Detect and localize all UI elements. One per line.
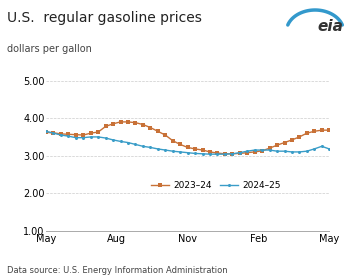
2024–25 [252,148,257,152]
2023–24 [185,146,190,149]
Text: eia: eia [318,19,343,34]
2023–24 [126,120,130,123]
2024–25 [275,150,279,153]
2024–25 [44,130,48,133]
2023–24 [193,147,197,151]
2024–25 [126,141,130,144]
2023–24 [103,125,108,128]
Text: U.S.  regular gasoline prices: U.S. regular gasoline prices [7,11,202,25]
2024–25 [171,150,175,153]
2024–25 [81,136,85,139]
2024–25 [327,147,331,151]
Legend: 2023–24, 2024–25: 2023–24, 2024–25 [149,179,283,193]
2023–24 [297,135,302,138]
2023–24 [171,139,175,142]
2024–25 [133,143,138,146]
2023–24 [215,152,219,155]
2024–25 [51,131,56,135]
2023–24 [163,133,167,137]
2023–24 [223,152,227,155]
2023–24 [148,126,153,129]
2023–24 [320,128,324,132]
2024–25 [74,136,78,139]
2023–24 [133,121,138,124]
2023–24 [252,150,257,153]
2024–25 [245,150,249,153]
2023–24 [275,143,279,147]
2023–24 [44,131,48,134]
2024–25 [223,153,227,156]
2024–25 [185,151,190,154]
2024–25 [268,148,272,152]
2023–24 [88,131,93,135]
2023–24 [156,130,160,133]
2023–24 [111,122,115,125]
2023–24 [200,148,205,152]
2024–25 [305,150,309,153]
2024–25 [238,151,242,154]
2024–25 [320,145,324,148]
2024–25 [66,135,70,138]
2024–25 [96,135,100,138]
2023–24 [305,131,309,135]
2023–24 [141,123,145,126]
2023–24 [268,147,272,150]
2024–25 [312,147,316,151]
2024–25 [215,153,219,156]
2024–25 [290,150,294,153]
2024–25 [156,147,160,151]
Line: 2023–24: 2023–24 [45,120,331,155]
2023–24 [59,132,63,136]
2023–24 [260,149,264,152]
2024–25 [200,152,205,155]
2024–25 [260,148,264,152]
2023–24 [74,133,78,136]
2024–25 [59,133,63,137]
2024–25 [111,138,115,142]
2023–24 [66,133,70,136]
2023–24 [81,133,85,137]
Text: Data source: U.S. Energy Information Administration: Data source: U.S. Energy Information Adm… [7,266,228,275]
2023–24 [238,152,242,155]
2024–25 [297,150,302,153]
2024–25 [103,136,108,140]
2023–24 [178,143,182,146]
2024–25 [148,146,153,149]
2023–24 [51,131,56,135]
2024–25 [282,150,287,153]
2024–25 [230,152,234,155]
Line: 2024–25: 2024–25 [45,130,331,156]
2024–25 [119,140,123,143]
2024–25 [208,153,212,156]
2024–25 [178,150,182,153]
2023–24 [290,138,294,142]
2024–25 [88,135,93,138]
2023–24 [282,141,287,144]
2024–25 [163,148,167,152]
2023–24 [312,130,316,133]
2023–24 [230,152,234,155]
2023–24 [327,128,331,132]
2023–24 [208,150,212,153]
2023–24 [119,120,123,123]
2024–25 [141,145,145,148]
2023–24 [245,151,249,154]
2024–25 [193,152,197,155]
2023–24 [96,130,100,134]
Text: dollars per gallon: dollars per gallon [7,44,92,54]
